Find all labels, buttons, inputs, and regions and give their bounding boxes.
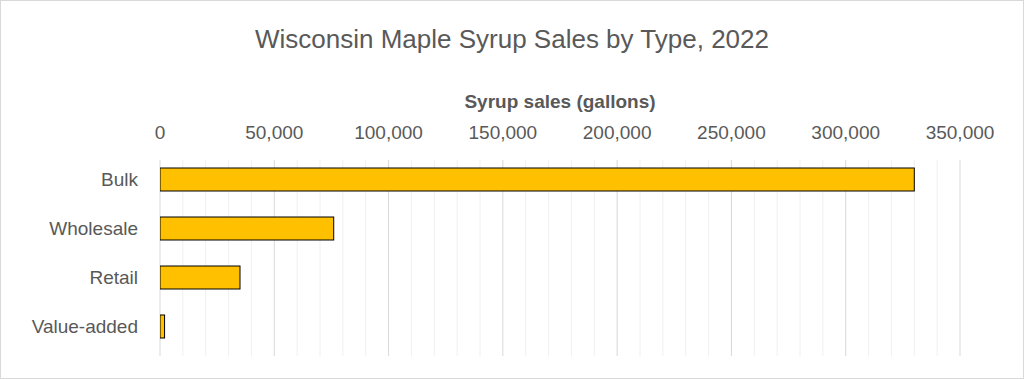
- category-label: Bulk: [101, 169, 138, 190]
- minor-grid-line: [937, 160, 938, 356]
- x-tick-label: 300,000: [811, 122, 880, 143]
- x-tick-label: 350,000: [926, 122, 995, 143]
- x-tick-label: 200,000: [583, 122, 652, 143]
- x-tick-label: 150,000: [469, 122, 538, 143]
- bar: [160, 168, 914, 191]
- bars: [160, 168, 914, 338]
- x-tick-label: 250,000: [697, 122, 766, 143]
- bar: [160, 315, 165, 338]
- x-tick-label: 100,000: [354, 122, 423, 143]
- x-tick-label: 50,000: [245, 122, 303, 143]
- chart: Wisconsin Maple Syrup Sales by Type, 202…: [0, 0, 1024, 379]
- bar: [160, 217, 334, 240]
- chart-frame: [1, 1, 1024, 379]
- category-label: Value-added: [32, 316, 138, 337]
- bar: [160, 266, 240, 289]
- grid-line: [960, 160, 961, 356]
- title: Wisconsin Maple Syrup Sales by Type, 202…: [255, 24, 769, 54]
- category-label: Wholesale: [49, 218, 138, 239]
- x-tick-label: 0: [155, 122, 166, 143]
- category-label: Retail: [89, 267, 138, 288]
- x-axis-label: Syrup sales (gallons): [464, 91, 655, 112]
